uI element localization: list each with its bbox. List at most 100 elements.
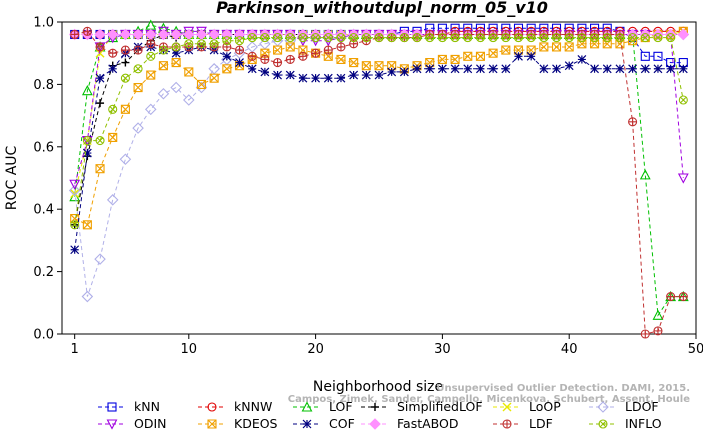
data-point-ldf [285, 54, 295, 64]
data-point-cof [323, 73, 333, 83]
series-layer [68, 19, 690, 339]
data-point-ldf [247, 51, 257, 61]
data-point-ldf [82, 26, 92, 36]
data-point-kdeos [222, 64, 232, 74]
plot-area-frame [61, 21, 697, 335]
legend-item-cof: COF [293, 416, 355, 431]
data-point-cof [666, 64, 676, 74]
legend-item-ldof: LDOF [589, 399, 659, 414]
data-point-kdeos [501, 45, 511, 55]
data-point-kdeos [450, 54, 460, 64]
data-point-inflo [196, 39, 207, 49]
data-point-inflo [602, 33, 612, 43]
data-point-kdeos [463, 51, 473, 61]
legend-label-ldof: LDOF [625, 399, 659, 414]
data-point-ldof [68, 184, 81, 197]
data-point-kdeos [425, 58, 435, 68]
data-point-inflo [437, 33, 447, 43]
data-point-inflo [615, 33, 625, 43]
data-point-simplifiedlof [96, 99, 105, 108]
data-point-fastabod [119, 28, 132, 41]
legend-label-simplifiedlof: SimplifiedLOF [397, 399, 483, 414]
data-point-knn [640, 51, 650, 61]
data-point-inflo [146, 51, 156, 61]
data-point-inflo [374, 33, 384, 43]
data-point-inflo [120, 73, 130, 83]
legend-marker-ldof [597, 401, 609, 413]
data-point-kdeos [108, 132, 118, 142]
data-point-cof [336, 73, 346, 83]
data-point-cof [678, 64, 688, 74]
data-point-inflo [412, 33, 422, 43]
series-simplifiedlof [70, 30, 688, 229]
legend-label-knn: kNN [134, 399, 160, 414]
data-point-cof [349, 70, 359, 80]
data-point-inflo [628, 33, 638, 43]
legend-label-kdeos: KDEOS [234, 416, 278, 431]
legend: kNN kNNW LOF SimplifiedLOF LoOP LDOF ODIN KDEOS… [98, 399, 662, 431]
legend-marker-knnw [207, 402, 217, 412]
data-point-inflo [285, 33, 295, 43]
data-point-cof [247, 64, 257, 74]
data-point-inflo [475, 33, 485, 43]
data-point-inflo [234, 36, 245, 46]
data-point-cof [564, 61, 574, 71]
data-point-inflo [577, 33, 587, 43]
legend-item-fastabod: FastABOD [361, 416, 459, 431]
data-point-cof [273, 70, 282, 80]
data-point-kdeos [349, 58, 359, 68]
legend-marker-lof [301, 401, 313, 412]
data-point-fastabod [652, 28, 664, 41]
data-point-ldof [119, 153, 132, 166]
data-point-fastabod [94, 28, 106, 41]
legend-item-knnw: kNNW [198, 399, 272, 414]
data-point-kdeos [133, 82, 143, 93]
data-point-lof [652, 309, 664, 320]
data-point-kdeos [120, 104, 130, 114]
series-cof [70, 42, 688, 255]
data-point-fastabod [271, 28, 284, 41]
data-point-kdeos [564, 42, 574, 52]
data-point-cof [602, 64, 612, 74]
legend-item-inflo: INFLO [589, 416, 662, 431]
data-point-inflo [653, 33, 663, 43]
data-point-cof [374, 70, 384, 80]
data-point-cof [437, 64, 447, 74]
data-point-kdeos [209, 73, 219, 83]
legend-label-odin: ODIN [134, 416, 167, 431]
data-point-inflo [425, 33, 435, 43]
data-point-kdeos [513, 45, 524, 55]
data-point-inflo [108, 104, 118, 114]
data-point-ldf [70, 29, 80, 40]
legend-item-odin: ODIN [98, 416, 167, 431]
data-point-inflo [361, 33, 371, 43]
legend-item-lof: LOF [293, 399, 353, 414]
data-point-inflo [184, 39, 194, 49]
data-point-fastabod [259, 28, 271, 41]
data-point-inflo [82, 136, 92, 146]
watermark-line-1: Unsupervised Outlier Detection. DAMI, 20… [436, 383, 690, 394]
data-point-ldf [146, 39, 156, 49]
data-point-kdeos [361, 61, 371, 71]
y-tick-label: 0.0 [33, 328, 54, 343]
legend-label-knnw: kNNW [234, 399, 272, 414]
data-point-simplifiedlof [121, 58, 130, 67]
legend-marker-knn [107, 402, 117, 412]
data-point-ldof [81, 290, 94, 303]
data-point-kdeos [184, 67, 194, 77]
data-point-inflo [399, 33, 409, 43]
series-line-kdeos [74, 30, 684, 226]
data-point-cof [501, 64, 511, 74]
legend-label-lof: LOF [329, 399, 353, 414]
series-kdeos [70, 26, 688, 230]
legend-marker-cof [302, 419, 312, 429]
data-point-fastabod [626, 28, 639, 41]
data-point-ldf [298, 51, 308, 61]
data-point-inflo [273, 33, 283, 43]
data-point-kdeos [488, 48, 498, 58]
legend-marker-odin [106, 419, 118, 430]
legend-marker-ldf [502, 419, 512, 429]
data-point-cof [95, 73, 105, 83]
legend-item-simplifiedlof: SimplifiedLOF [361, 399, 483, 414]
